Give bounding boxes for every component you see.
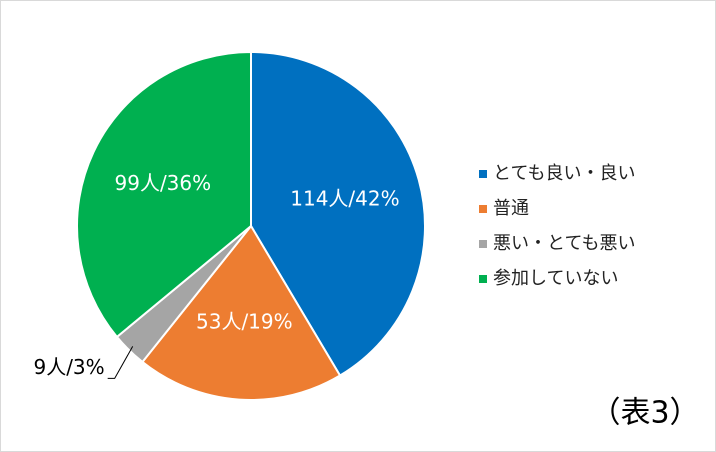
data-label: 99人/36% <box>115 171 212 195</box>
legend-swatch <box>479 275 487 283</box>
legend-swatch <box>479 205 487 213</box>
legend-swatch <box>479 170 487 178</box>
data-label: 114人/42% <box>290 187 399 211</box>
pie-slice <box>140 224 342 401</box>
legend-label: 参加していない <box>493 268 618 289</box>
legend-label: 悪い・とても悪い <box>493 233 636 254</box>
pie-slice <box>250 50 426 377</box>
legend-label: 普通 <box>493 198 529 219</box>
legend-swatch <box>479 240 487 248</box>
pie-slice <box>76 50 252 339</box>
data-label: 53人/19% <box>196 310 293 334</box>
data-label: 9人/3% <box>33 355 104 379</box>
leader-line <box>107 346 134 379</box>
legend-label: とても良い・良い <box>493 163 636 184</box>
annotation: （表3） <box>590 396 699 431</box>
